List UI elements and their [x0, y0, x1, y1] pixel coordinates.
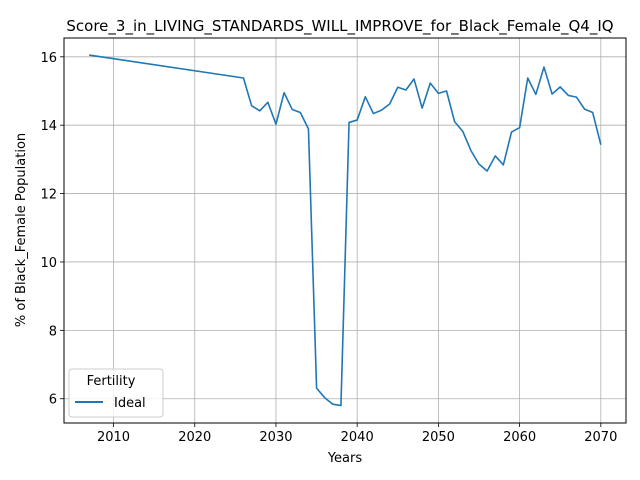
x-tick-label: 2040 — [341, 430, 374, 445]
legend-title: Fertility — [87, 374, 136, 389]
x-tick-label: 2010 — [97, 430, 130, 445]
chart-title: Score_3_in_LIVING_STANDARDS_WILL_IMPROVE… — [66, 17, 613, 36]
grid-lines — [64, 38, 626, 423]
y-tick-label: 14 — [40, 119, 57, 134]
y-axis-label: % of Black_Female Population — [14, 133, 29, 327]
x-axis: 2010 2020 2030 2040 2050 2060 2070 — [97, 423, 617, 445]
x-tick-label: 2070 — [584, 430, 617, 445]
legend-box — [68, 368, 164, 418]
y-axis: 6 8 10 12 14 16 — [40, 51, 64, 408]
legend: Fertility Ideal — [68, 368, 164, 418]
plot-area-frame — [63, 37, 627, 424]
y-tick-label: 10 — [40, 256, 57, 271]
x-tick-label: 2050 — [422, 430, 455, 445]
series-layer — [89, 54, 602, 407]
y-tick-label: 8 — [49, 324, 57, 339]
x-tick-label: 2020 — [178, 430, 211, 445]
y-tick-label: 6 — [49, 393, 57, 408]
x-tick-label: 2030 — [259, 430, 292, 445]
legend-label-ideal: Ideal — [114, 396, 146, 411]
series-line-ideal — [89, 54, 602, 407]
y-tick-label: 16 — [40, 51, 57, 66]
y-tick-label: 12 — [40, 188, 57, 203]
x-axis-label: Years — [327, 451, 363, 466]
x-tick-label: 2060 — [503, 430, 536, 445]
